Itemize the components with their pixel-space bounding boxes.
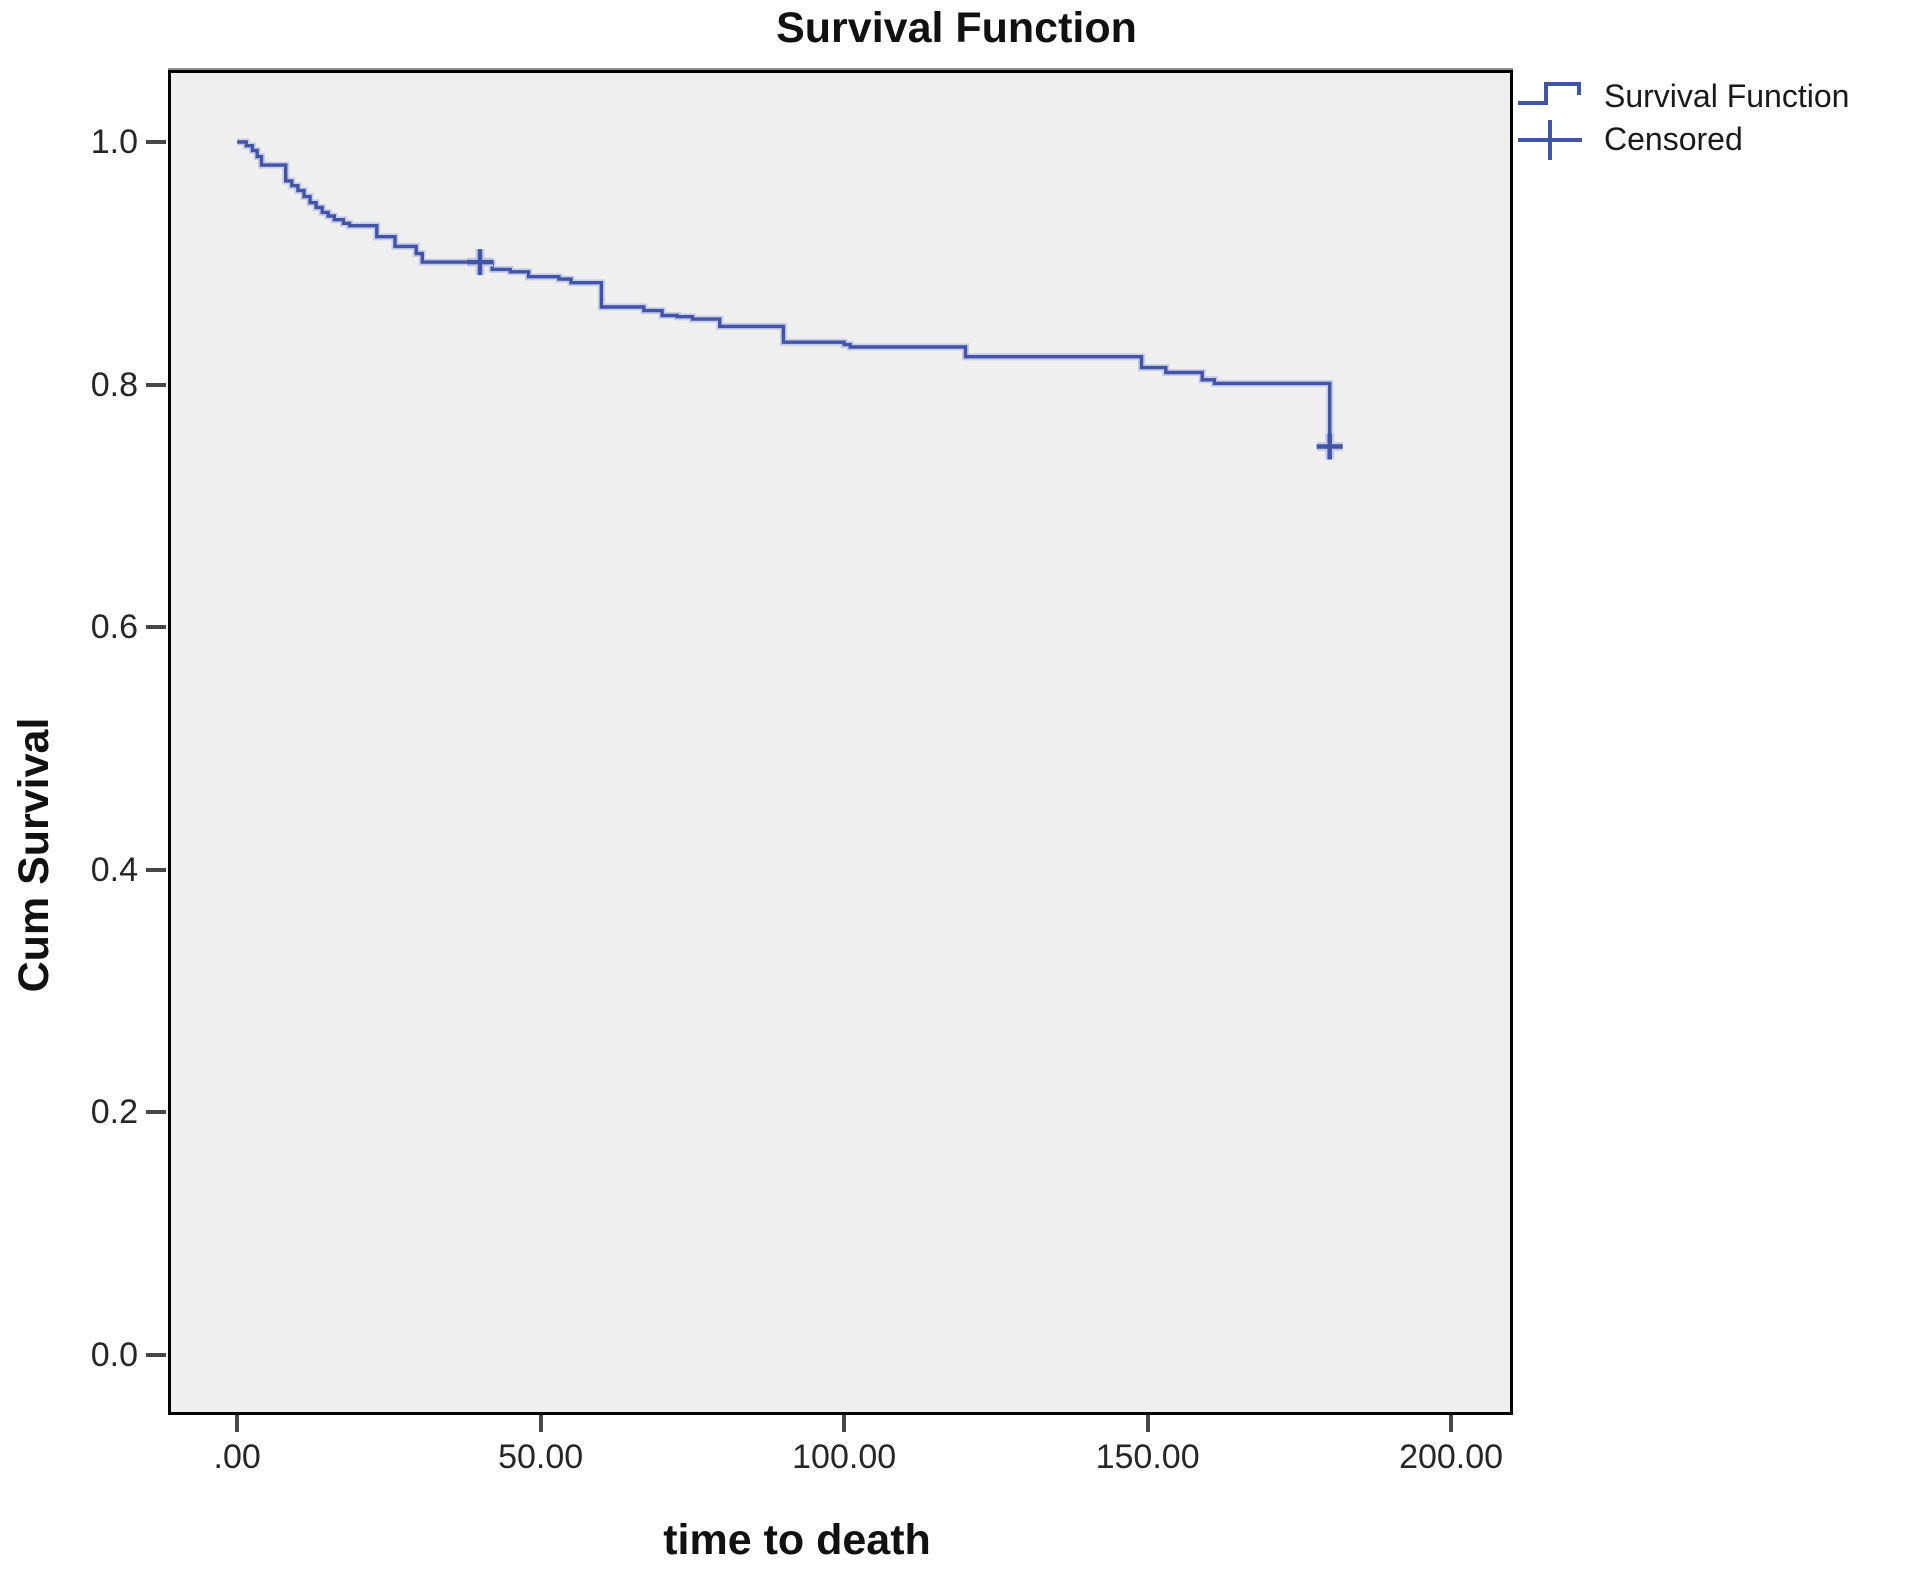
x-tick-label-.00: .00: [213, 1438, 261, 1476]
x-tick-mark-50.00: [538, 1415, 543, 1432]
y-tick-mark-0.0: [146, 1352, 166, 1357]
y-tick-label-0.0: 0.0: [90, 1335, 138, 1374]
plot-area: [168, 70, 1513, 1415]
legend-label-survival-function: Survival Function: [1604, 78, 1850, 114]
censored-plus-icon: [1518, 120, 1582, 160]
y-tick-mark-0.4: [146, 867, 166, 872]
y-tick-mark-1.0: [146, 140, 166, 145]
y-tick-label-0.4: 0.4: [90, 850, 138, 889]
x-axis-title: time to death: [663, 1516, 931, 1564]
survival-function-step-line-icon: [1518, 82, 1581, 105]
y-tick-mark-0.2: [146, 1110, 166, 1115]
x-tick-label-100.00: 100.00: [792, 1438, 897, 1476]
survival-curve-canvas: [237, 138, 1343, 460]
y-tick-label-0.2: 0.2: [90, 1093, 138, 1132]
x-tick-mark-.00: [235, 1415, 240, 1432]
censored-mark-1: [1316, 433, 1343, 460]
y-tick-label-1.0: 1.0: [90, 123, 138, 162]
y-tick-label-0.6: 0.6: [90, 608, 138, 647]
survival-curve-highlight: [237, 138, 1334, 447]
chart-title: Survival Function: [776, 4, 1137, 52]
censored-mark-0: [466, 249, 493, 276]
y-tick-mark-0.6: [146, 625, 166, 630]
x-tick-label-50.00: 50.00: [498, 1438, 584, 1476]
y-tick-label-0.8: 0.8: [90, 365, 138, 404]
survival-curve-line: [237, 140, 1332, 447]
x-tick-mark-200.00: [1449, 1415, 1454, 1432]
x-tick-mark-100.00: [842, 1415, 847, 1432]
x-tick-mark-150.00: [1145, 1415, 1150, 1432]
y-tick-mark-0.8: [146, 382, 166, 387]
x-tick-label-200.00: 200.00: [1399, 1438, 1504, 1476]
legend-label-censored: Censored: [1604, 121, 1743, 157]
x-tick-label-150.00: 150.00: [1095, 1438, 1200, 1476]
